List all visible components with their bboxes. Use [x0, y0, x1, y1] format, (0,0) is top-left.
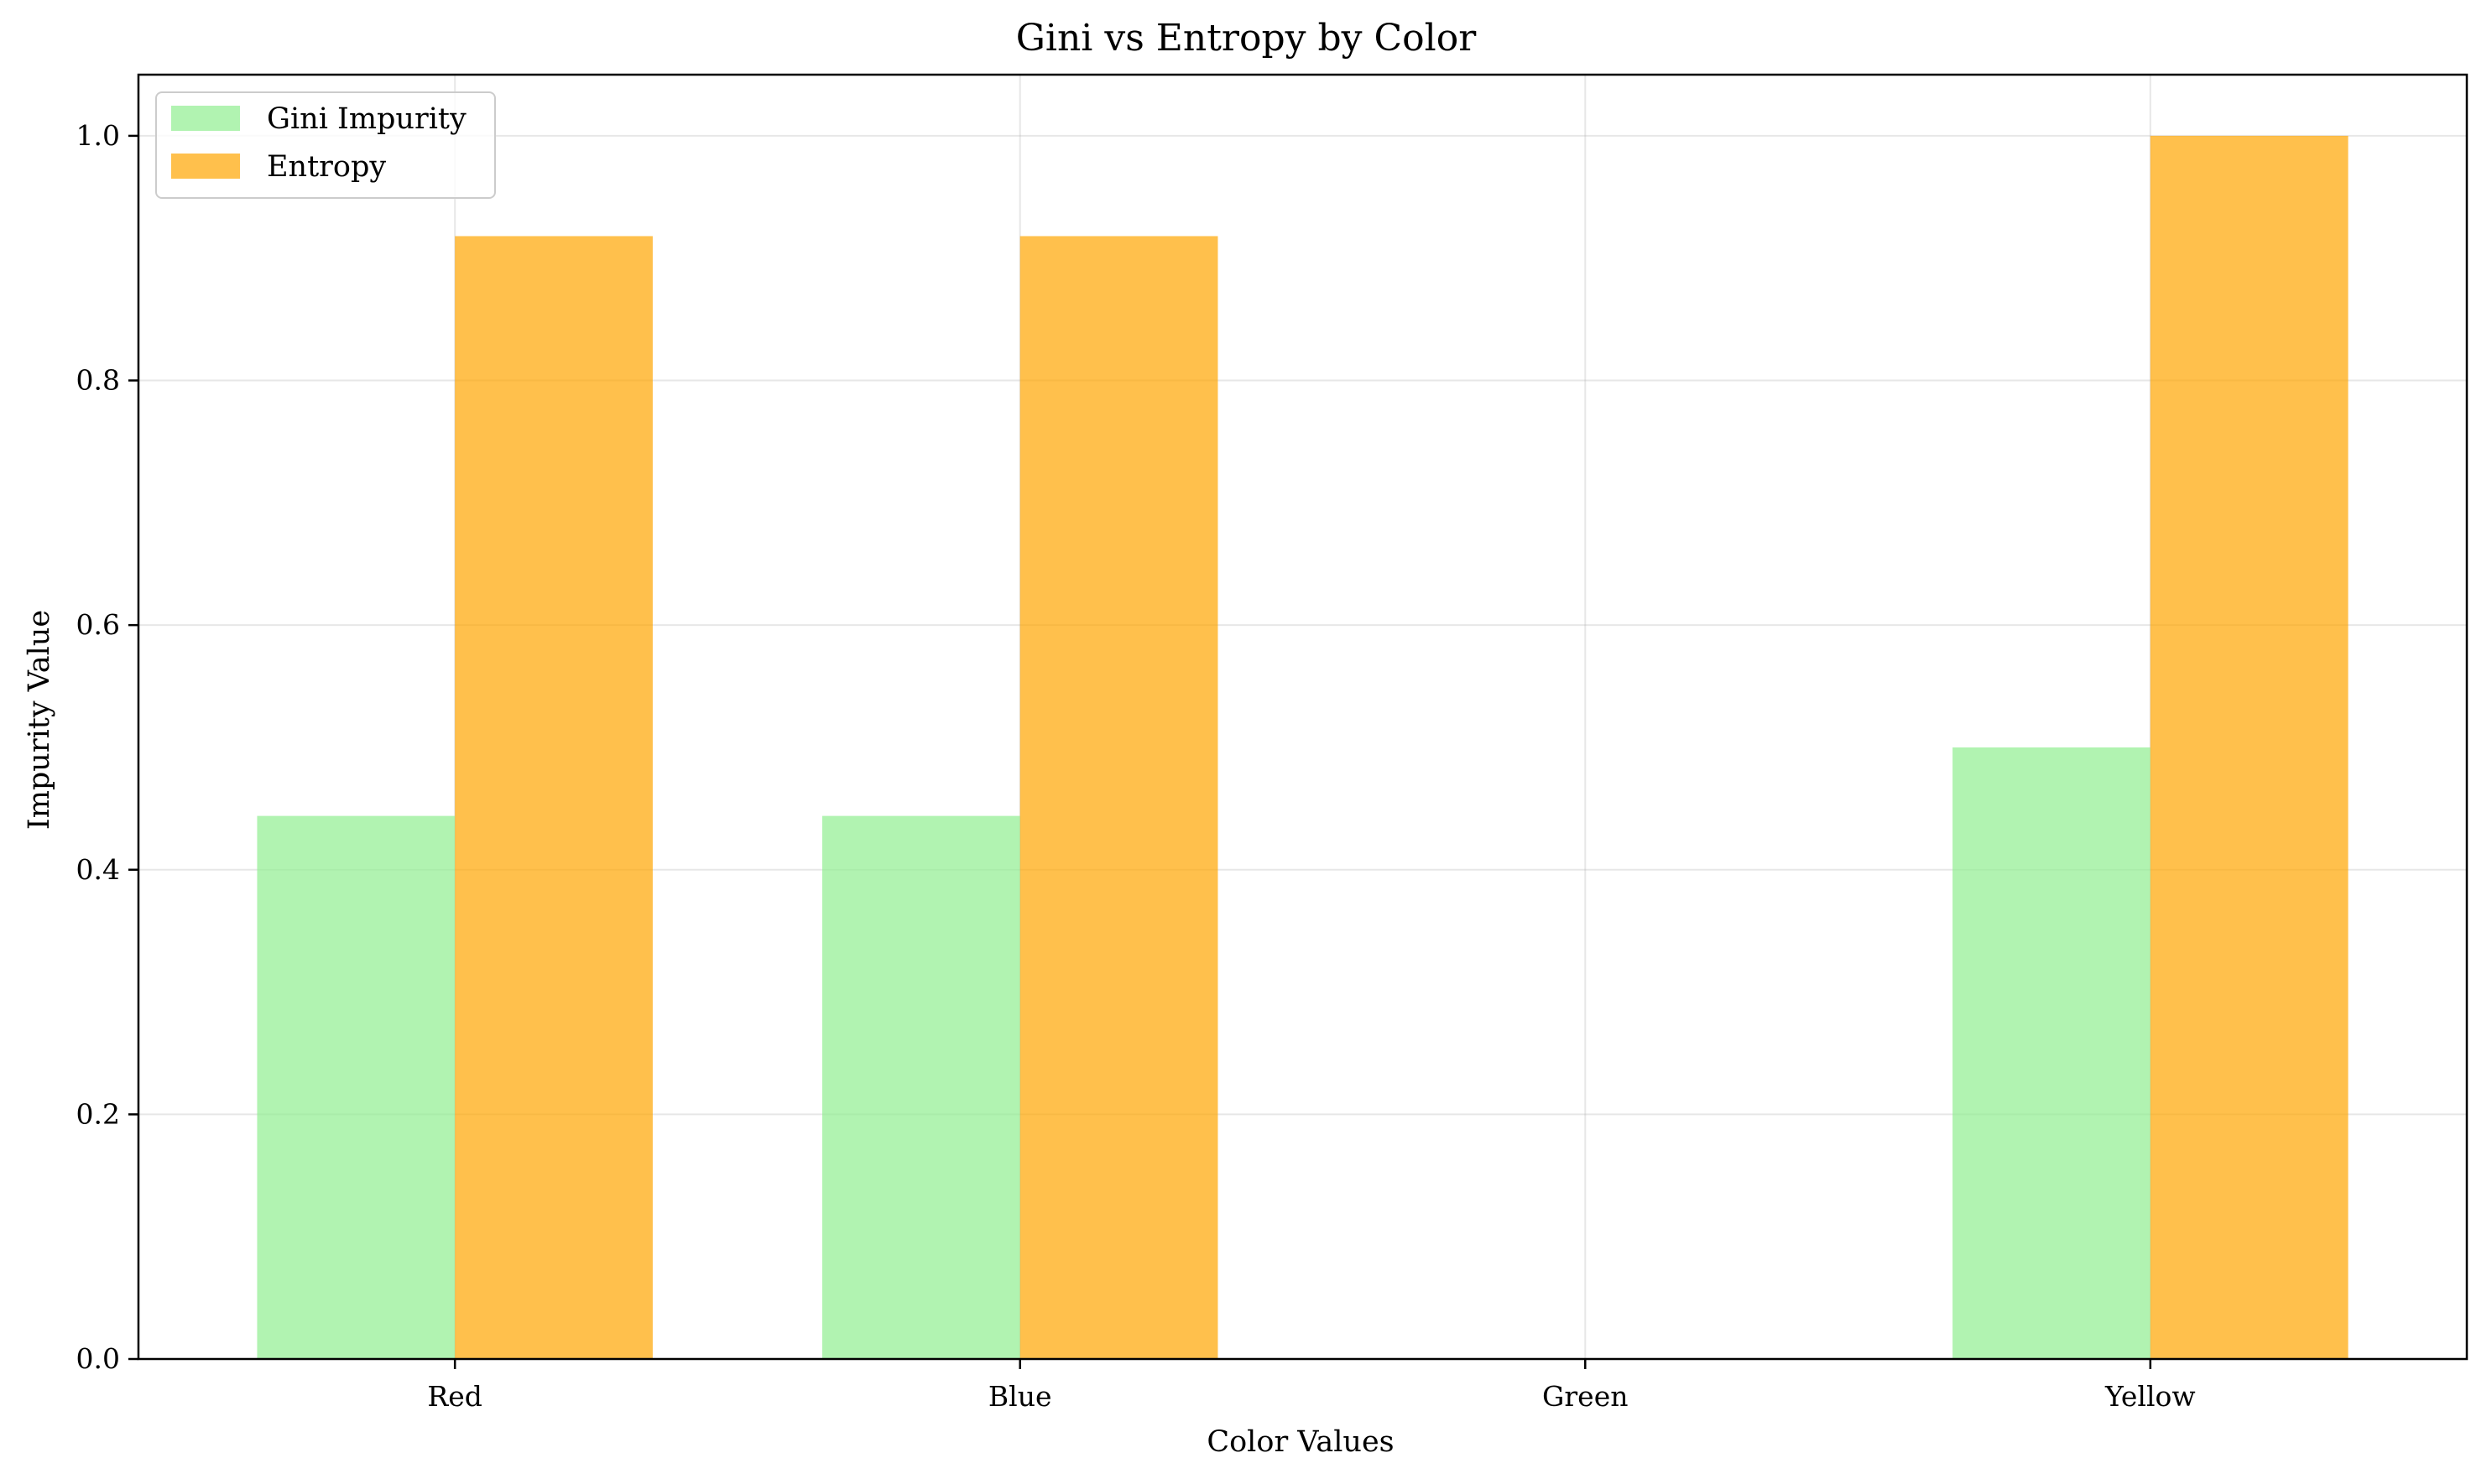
bar-gini-impurity-blue	[821, 815, 1020, 1359]
chart-title: Gini vs Entropy by Color	[1016, 17, 1477, 60]
x-tick-label-blue: Blue	[988, 1380, 1052, 1413]
bar-gini-impurity-yellow	[1952, 747, 2151, 1359]
y-tick-label: 0.2	[76, 1097, 120, 1130]
bar-entropy-blue	[1019, 236, 1218, 1360]
x-tick-label-yellow: Yellow	[2104, 1380, 2196, 1413]
legend-swatch-entropy	[171, 154, 240, 179]
axis-ticks: 0.0 0.2 0.4 0.6 0.8 1.0 Red Blue Green Yellow	[76, 119, 2196, 1413]
bar-entropy-red	[455, 236, 653, 1360]
legend-swatch-gini-impurity	[171, 106, 240, 131]
x-tick-label-red: Red	[427, 1380, 482, 1413]
legend-box	[155, 91, 496, 199]
legend-label-gini-impurity: Gini Impurity	[267, 102, 467, 136]
y-tick-label: 0.0	[76, 1342, 120, 1375]
y-axis-label: Impurity Value	[23, 610, 56, 830]
bar-entropy-yellow	[2150, 135, 2349, 1359]
plot-frame	[137, 73, 2469, 1361]
y-tick-label: 1.0	[76, 119, 120, 152]
y-tick-label: 0.6	[76, 608, 120, 641]
x-axis-label: Color Values	[1207, 1425, 1394, 1459]
legend-label-entropy: Entropy	[267, 150, 386, 184]
bars-group	[257, 135, 2349, 1360]
legend: Gini Impurity Entropy	[155, 91, 496, 199]
bar-gini-impurity-red	[257, 815, 456, 1359]
x-tick-label-green: Green	[1542, 1380, 1628, 1413]
y-tick-label: 0.4	[76, 853, 120, 886]
y-tick-label: 0.8	[76, 364, 120, 397]
